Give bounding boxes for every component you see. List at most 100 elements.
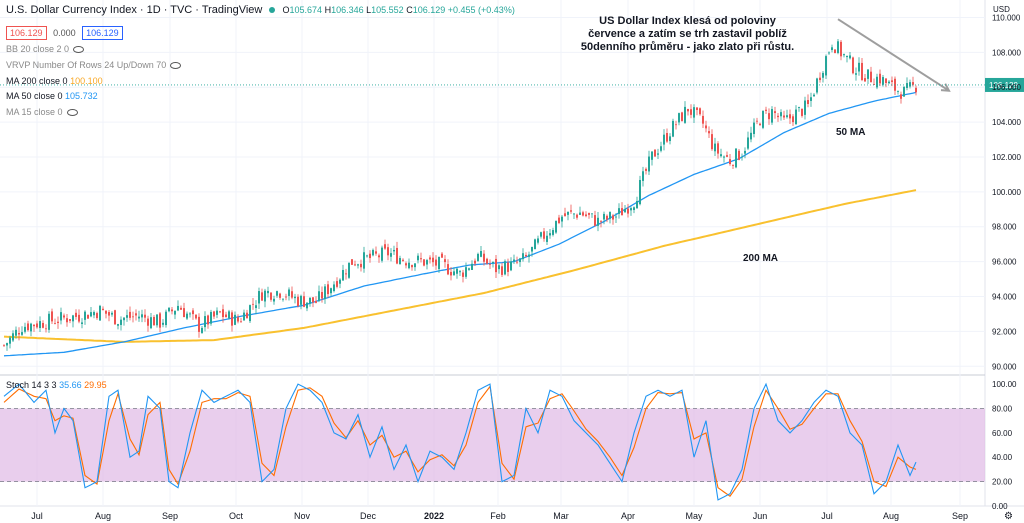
candle-body: [81, 322, 83, 324]
candle-body: [786, 115, 788, 118]
candle-body: [45, 328, 47, 330]
candle-body: [201, 327, 203, 333]
candle-body: [690, 109, 692, 115]
candle-body: [870, 71, 872, 83]
candle-body: [762, 110, 764, 128]
price-boxes: 106.129 0.000 106.129: [6, 26, 127, 40]
stoch-tick-label: 100.00: [992, 380, 1017, 389]
candle-body: [603, 213, 605, 220]
candle-body: [54, 323, 56, 325]
candle-body: [51, 311, 53, 322]
candle-body: [774, 111, 776, 114]
candle-body: [219, 311, 221, 313]
candle-body: [90, 312, 92, 317]
candle-body: [72, 315, 74, 322]
last-price-tag: [985, 77, 1024, 92]
candle-body: [318, 291, 320, 301]
candle-body: [672, 120, 674, 137]
candle-body: [147, 318, 149, 326]
candle-body: [144, 314, 146, 318]
stochastic-legend[interactable]: Stoch 14 3 3 35.66 29.95: [6, 380, 107, 390]
time-tick-label: Feb: [490, 511, 506, 521]
candle-body: [780, 112, 782, 117]
high-value: 106.346: [331, 5, 364, 15]
gear-icon[interactable]: ⚙: [1004, 511, 1013, 522]
candle-body: [402, 259, 404, 261]
candle-body: [510, 261, 512, 271]
candle-body: [60, 312, 62, 321]
indicator-ma200[interactable]: MA 200 close 0 100.100: [6, 76, 103, 86]
eye-icon[interactable]: [66, 109, 78, 117]
candle-body: [576, 214, 578, 218]
eye-icon[interactable]: [170, 62, 182, 70]
candle-body: [756, 120, 758, 122]
candle-body: [288, 289, 290, 296]
candle-body: [864, 78, 866, 82]
candle-body: [267, 290, 269, 294]
indicator-vrvp[interactable]: VRVP Number Of Rows 24 Up/Down 70: [6, 60, 182, 70]
chart-title[interactable]: U.S. Dollar Currency Index · 1D · TVC · …: [6, 4, 263, 16]
candle-body: [723, 156, 725, 158]
candle-body: [891, 80, 893, 82]
candle-body: [366, 255, 368, 257]
stoch-tick-label: 80.00: [992, 404, 1013, 413]
candle-body: [429, 257, 431, 260]
candle-body: [192, 310, 194, 315]
currency-label[interactable]: USD: [993, 5, 1010, 14]
candle-body: [396, 247, 398, 264]
candle-body: [186, 313, 188, 319]
chart-annotation: US Dollar Index klesá od poloviny červen…: [580, 15, 795, 53]
candle-body: [9, 337, 11, 344]
candle-body: [78, 314, 80, 322]
sell-price-box[interactable]: 106.129: [6, 26, 47, 40]
candle-body: [195, 314, 197, 319]
candle-body: [300, 295, 302, 305]
candle-body: [885, 78, 887, 84]
candle-body: [561, 216, 563, 222]
buy-price-box[interactable]: 106.129: [82, 26, 123, 40]
candle-body: [252, 303, 254, 305]
candle-body: [255, 305, 257, 309]
price-tick-label: 108.000: [992, 48, 1021, 57]
candle-body: [183, 308, 185, 318]
candle-body: [564, 213, 566, 217]
candle-body: [816, 78, 818, 93]
stochastic-pane: 100.00 80.00 60.00 40.00 20.00 0.00: [0, 380, 1017, 511]
candle-body: [84, 311, 86, 320]
candle-body: [102, 308, 104, 310]
candle-body: [831, 47, 833, 50]
candle-body: [486, 258, 488, 264]
candle-body: [579, 212, 581, 215]
price-tick-label: 110.000: [992, 13, 1021, 22]
trend-arrow: [837, 18, 950, 92]
indicator-ma15[interactable]: MA 15 close 0: [6, 107, 78, 117]
candle-body: [354, 264, 356, 266]
candle-body: [660, 146, 662, 151]
candle-body: [810, 97, 812, 101]
candle-body: [771, 109, 773, 123]
candle-body: [900, 94, 902, 99]
candle-body: [753, 122, 755, 135]
candle-body: [69, 319, 71, 321]
candle-body: [30, 323, 32, 332]
candle-body: [525, 254, 527, 257]
candle-body: [96, 313, 98, 319]
candle-body: [789, 114, 791, 119]
candle-body: [768, 113, 770, 120]
eye-icon[interactable]: [73, 46, 85, 54]
spread-value: 0.000: [53, 28, 76, 38]
candle-body: [795, 109, 797, 125]
price-tick-label: 102.000: [992, 153, 1021, 162]
candle-body: [171, 309, 173, 312]
candle-body: [405, 263, 407, 266]
candle-body: [156, 314, 158, 326]
candle-body: [459, 271, 461, 273]
time-tick-label: 2022: [424, 511, 444, 521]
candle-body: [705, 125, 707, 129]
candle-body: [492, 261, 494, 264]
indicator-ma50[interactable]: MA 50 close 0 105.732: [6, 91, 98, 101]
indicator-bb[interactable]: BB 20 close 2 0: [6, 44, 85, 54]
price-tick-label: 106.000: [992, 83, 1021, 92]
candle-body: [279, 293, 281, 298]
stoch-tick-label: 0.00: [992, 502, 1008, 511]
